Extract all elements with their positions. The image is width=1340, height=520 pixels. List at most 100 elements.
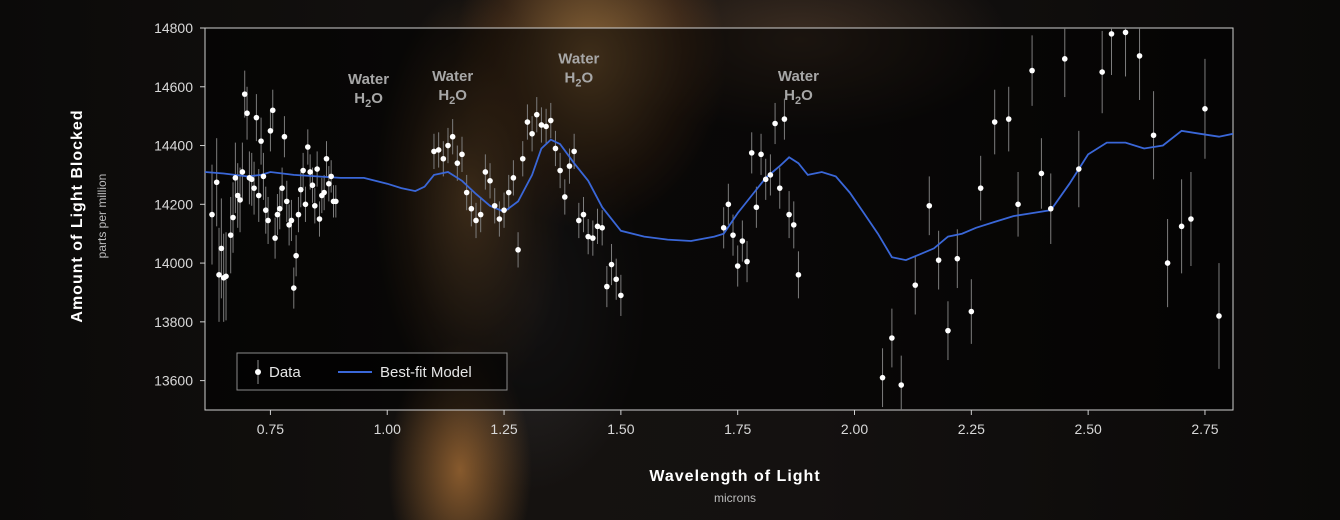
data-point — [776, 185, 783, 191]
data-point — [251, 185, 257, 191]
data-point — [234, 192, 241, 199]
data-point — [599, 225, 605, 231]
data-point — [585, 233, 591, 240]
data-point — [505, 189, 512, 196]
data-point — [618, 292, 624, 299]
data-point — [223, 273, 229, 280]
data-point — [237, 197, 243, 203]
y-tick-label: 13800 — [154, 314, 193, 330]
water-annotation-formula: H2O — [354, 90, 383, 110]
data-point — [758, 151, 764, 158]
data-point — [449, 133, 456, 140]
x-tick-label: 1.50 — [607, 421, 634, 437]
x-tick-label: 0.75 — [257, 421, 284, 437]
data-point — [248, 176, 255, 183]
formula-o: O — [455, 87, 467, 104]
data-point — [501, 207, 507, 213]
data-point — [230, 214, 236, 221]
data-point — [468, 205, 475, 212]
data-point — [1015, 201, 1021, 208]
data-point — [290, 285, 297, 291]
data-point — [557, 167, 563, 174]
water-annotation-label: Water — [432, 68, 473, 85]
data-point — [288, 217, 295, 224]
water-annotation-formula: H2O — [564, 69, 593, 89]
data-point — [954, 255, 961, 262]
data-point — [1136, 53, 1143, 59]
data-point — [321, 189, 327, 196]
data-point — [519, 155, 526, 162]
water-annotation-formula: H2O — [438, 87, 467, 107]
data-point — [487, 178, 493, 184]
data-point — [753, 204, 760, 211]
data-point — [730, 232, 736, 238]
data-point — [241, 91, 248, 97]
data-point — [482, 169, 489, 175]
data-point — [1061, 56, 1068, 62]
data-point — [435, 147, 442, 153]
data-point — [274, 211, 281, 218]
y-axis-title: Amount of Light Blocked — [69, 109, 86, 322]
data-point — [571, 148, 577, 155]
data-point — [945, 327, 951, 334]
data-point — [594, 223, 601, 230]
data-point — [1202, 106, 1208, 112]
data-point — [767, 172, 774, 178]
data-point — [1029, 67, 1035, 74]
data-point — [748, 150, 755, 156]
data-point — [935, 257, 942, 263]
data-point — [314, 166, 320, 172]
data-point — [454, 160, 461, 166]
data-points — [209, 29, 1222, 388]
data-point — [515, 247, 521, 253]
data-point — [333, 198, 339, 205]
data-point — [926, 202, 933, 209]
y-tick-label: 14200 — [154, 196, 193, 212]
data-point — [295, 211, 302, 218]
data-point — [879, 374, 886, 381]
data-point — [744, 258, 750, 265]
data-point — [613, 276, 619, 283]
formula-subscript: 2 — [365, 98, 371, 110]
formula-h: H — [354, 90, 365, 107]
data-point — [267, 128, 274, 134]
y-tick-label: 14600 — [154, 79, 193, 95]
data-point — [1164, 260, 1171, 266]
formula-o: O — [371, 90, 383, 107]
data-point — [323, 155, 330, 162]
formula-h: H — [564, 69, 575, 86]
data-point — [239, 169, 246, 175]
data-point — [590, 235, 596, 241]
data-point — [739, 238, 746, 244]
data-point — [463, 189, 470, 196]
data-point — [795, 272, 802, 278]
x-tick-label: 2.00 — [841, 421, 868, 437]
y-tick-label: 14400 — [154, 138, 193, 154]
data-point — [1122, 29, 1129, 36]
y-tick-label: 13600 — [154, 373, 193, 389]
legend: Data Best-fit Model — [236, 352, 508, 391]
data-point — [440, 155, 447, 162]
water-annotation-formula: H2O — [784, 87, 813, 107]
x-tick-label: 2.75 — [1191, 421, 1218, 437]
x-axis-ticks: 0.75 1.00 1.25 1.50 1.75 2.00 2.25 2.50 2.75 — [257, 410, 1219, 437]
data-point — [272, 235, 278, 241]
data-point — [305, 144, 311, 150]
data-point — [269, 107, 276, 114]
formula-o: O — [801, 87, 813, 104]
data-point — [491, 202, 498, 209]
formula-subscript: 2 — [795, 95, 801, 107]
data-point — [1047, 205, 1054, 212]
water-annotation-label: Water — [348, 71, 389, 88]
data-point — [445, 142, 451, 149]
data-point — [218, 245, 225, 252]
data-point — [293, 252, 299, 259]
data-point — [898, 382, 905, 388]
formula-h: H — [438, 87, 449, 104]
data-point — [968, 308, 975, 315]
plot-area — [204, 27, 1234, 411]
data-point — [762, 176, 769, 183]
data-point — [510, 175, 517, 181]
data-point — [1038, 170, 1045, 177]
